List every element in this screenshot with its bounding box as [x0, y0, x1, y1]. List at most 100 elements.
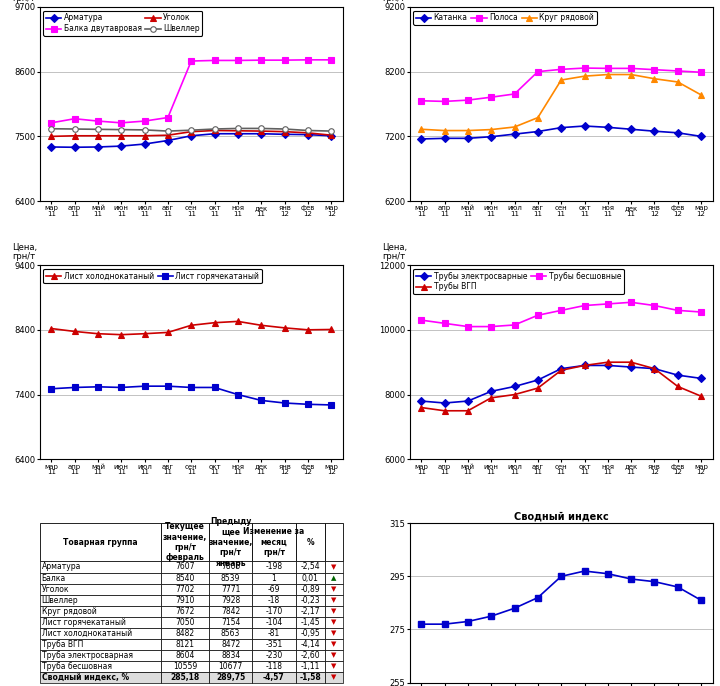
Bar — [161, 584, 210, 595]
Text: 8540: 8540 — [176, 573, 195, 582]
Text: 7910: 7910 — [176, 595, 195, 604]
Text: 7771: 7771 — [221, 584, 240, 593]
Bar — [296, 661, 325, 672]
Text: 7154: 7154 — [221, 617, 240, 626]
Bar — [210, 595, 252, 606]
Bar — [210, 584, 252, 595]
Bar — [252, 562, 296, 573]
Bar — [325, 617, 343, 628]
Text: ▼: ▼ — [331, 608, 336, 614]
Bar — [252, 617, 296, 628]
Text: 7842: 7842 — [221, 606, 240, 615]
Text: 7607: 7607 — [176, 563, 195, 571]
Bar — [296, 584, 325, 595]
Text: -81: -81 — [268, 628, 280, 637]
Text: -2,17: -2,17 — [300, 606, 320, 615]
Text: Текущее
значение,
грн/т
февраль: Текущее значение, грн/т февраль — [163, 522, 207, 563]
Title: Сводный индекс: Сводный индекс — [514, 511, 608, 521]
Bar — [210, 672, 252, 683]
Bar — [161, 650, 210, 661]
Bar — [161, 562, 210, 573]
Text: %: % — [307, 538, 314, 547]
Text: ▼: ▼ — [331, 674, 336, 680]
Bar — [210, 523, 252, 562]
Text: Цена,
грн/т: Цена, грн/т — [12, 242, 37, 261]
Bar — [210, 628, 252, 639]
Bar — [40, 672, 161, 683]
Text: ▼: ▼ — [331, 663, 336, 669]
Text: Лист холоднокатаный: Лист холоднокатаный — [42, 628, 132, 637]
Bar — [252, 650, 296, 661]
Bar — [161, 595, 210, 606]
Bar — [252, 595, 296, 606]
Bar — [161, 639, 210, 650]
Bar — [325, 573, 343, 584]
Text: ▲: ▲ — [331, 575, 336, 581]
Text: 7928: 7928 — [221, 595, 240, 604]
Bar — [161, 606, 210, 617]
Bar — [296, 650, 325, 661]
Text: 10559: 10559 — [173, 661, 197, 670]
Text: -118: -118 — [266, 661, 282, 670]
Bar — [296, 672, 325, 683]
Text: -69: -69 — [268, 584, 280, 593]
Bar — [161, 672, 210, 683]
Bar — [325, 628, 343, 639]
Text: -4,14: -4,14 — [300, 639, 320, 648]
Bar — [210, 617, 252, 628]
Text: Труба ВГП: Труба ВГП — [42, 639, 83, 648]
Legend: Катанка, Полоса, Круг рядовой: Катанка, Полоса, Круг рядовой — [413, 11, 597, 25]
Text: Труба бесшовная: Труба бесшовная — [42, 661, 112, 670]
Bar — [252, 573, 296, 584]
Text: 8834: 8834 — [221, 650, 240, 659]
Bar — [40, 562, 161, 573]
Text: 8604: 8604 — [176, 650, 195, 659]
Bar — [252, 661, 296, 672]
Text: Арматура: Арматура — [42, 563, 81, 571]
Bar — [296, 606, 325, 617]
Text: 8482: 8482 — [176, 628, 194, 637]
Text: 0,01: 0,01 — [302, 573, 319, 582]
Bar — [325, 562, 343, 573]
Bar — [40, 617, 161, 628]
Text: -1,11: -1,11 — [300, 661, 320, 670]
Bar — [210, 639, 252, 650]
Bar — [210, 661, 252, 672]
Bar — [325, 606, 343, 617]
Text: -170: -170 — [265, 606, 282, 615]
Text: -2,60: -2,60 — [300, 650, 320, 659]
Bar — [210, 573, 252, 584]
Bar — [161, 573, 210, 584]
Text: ▼: ▼ — [331, 630, 336, 636]
Bar — [40, 584, 161, 595]
Text: ▼: ▼ — [331, 597, 336, 603]
Bar — [40, 628, 161, 639]
Bar — [252, 606, 296, 617]
Text: -18: -18 — [268, 595, 280, 604]
Bar — [40, 573, 161, 584]
Bar — [296, 573, 325, 584]
Text: Труба электросварная: Труба электросварная — [42, 650, 132, 659]
Bar — [40, 606, 161, 617]
Text: 289,75: 289,75 — [216, 672, 246, 682]
Text: Цена,
грн/т: Цена, грн/т — [382, 242, 408, 261]
Text: Лист горячекатаный: Лист горячекатаный — [42, 617, 125, 626]
Bar — [296, 595, 325, 606]
Text: 7672: 7672 — [176, 606, 195, 615]
Text: ▼: ▼ — [331, 586, 336, 592]
Bar — [325, 661, 343, 672]
Text: -0,95: -0,95 — [300, 628, 320, 637]
Text: 1: 1 — [271, 573, 276, 582]
Text: Швеллер: Швеллер — [42, 595, 78, 604]
Text: -198: -198 — [265, 563, 282, 571]
Bar — [161, 617, 210, 628]
Text: -351: -351 — [265, 639, 282, 648]
Text: Балка: Балка — [42, 573, 66, 582]
Text: 8563: 8563 — [221, 628, 240, 637]
Bar — [40, 595, 161, 606]
Bar — [296, 562, 325, 573]
Bar — [210, 562, 252, 573]
Text: 8121: 8121 — [176, 639, 194, 648]
Text: 285,18: 285,18 — [171, 672, 199, 682]
Text: -4,57: -4,57 — [263, 672, 284, 682]
